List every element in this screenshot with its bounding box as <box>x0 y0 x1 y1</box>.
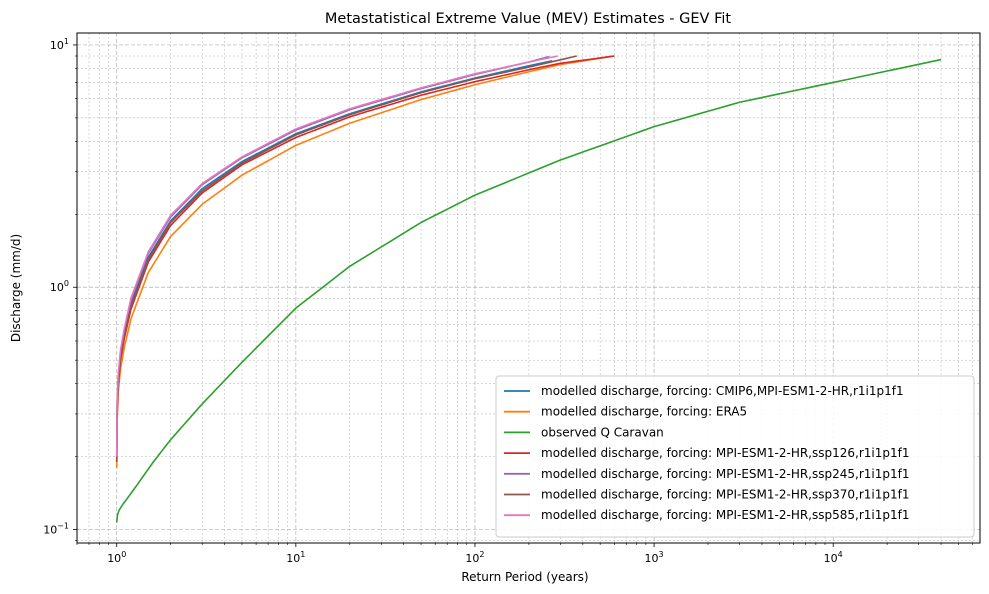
legend: modelled discharge, forcing: CMIP6,MPI-E… <box>495 375 975 538</box>
plot-frame <box>76 32 981 544</box>
legend-label-4: modelled discharge, forcing: MPI-ESM1-2-… <box>541 446 909 460</box>
y-axis-label: Discharge (mm/d) <box>9 234 23 342</box>
x-axis-label: Return Period (years) <box>461 570 588 584</box>
y-tick-exponent: 0 <box>64 279 69 288</box>
chart-title: Metastatistical Extreme Value (MEV) Esti… <box>325 11 731 27</box>
legend-label-6: modelled discharge, forcing: MPI-ESM1-2-… <box>541 488 909 502</box>
legend-label-1: modelled discharge, forcing: CMIP6,MPI-E… <box>541 384 904 398</box>
x-tick-exponent: 3 <box>659 550 664 559</box>
legend-label-2: modelled discharge, forcing: ERA5 <box>541 405 747 419</box>
y-tick-exponent: −1 <box>57 522 69 531</box>
x-tick-exponent: 4 <box>838 550 843 559</box>
y-tick-exponent: 1 <box>64 37 69 46</box>
series-line-2 <box>115 55 615 468</box>
series-lines <box>115 55 942 523</box>
x-tick-exponent: 2 <box>479 550 484 559</box>
axis-ticks <box>73 44 973 547</box>
legend-label-7: modelled discharge, forcing: MPI-ESM1-2-… <box>541 508 909 522</box>
x-tick-exponent: 0 <box>121 550 126 559</box>
legend-box <box>495 375 975 538</box>
legend-label-3: observed Q Caravan <box>541 425 664 439</box>
series-line-7 <box>115 55 558 457</box>
series-line-3 <box>115 58 942 523</box>
x-tick-exponent: 1 <box>300 550 305 559</box>
legend-label-5: modelled discharge, forcing: MPI-ESM1-2-… <box>541 467 909 481</box>
